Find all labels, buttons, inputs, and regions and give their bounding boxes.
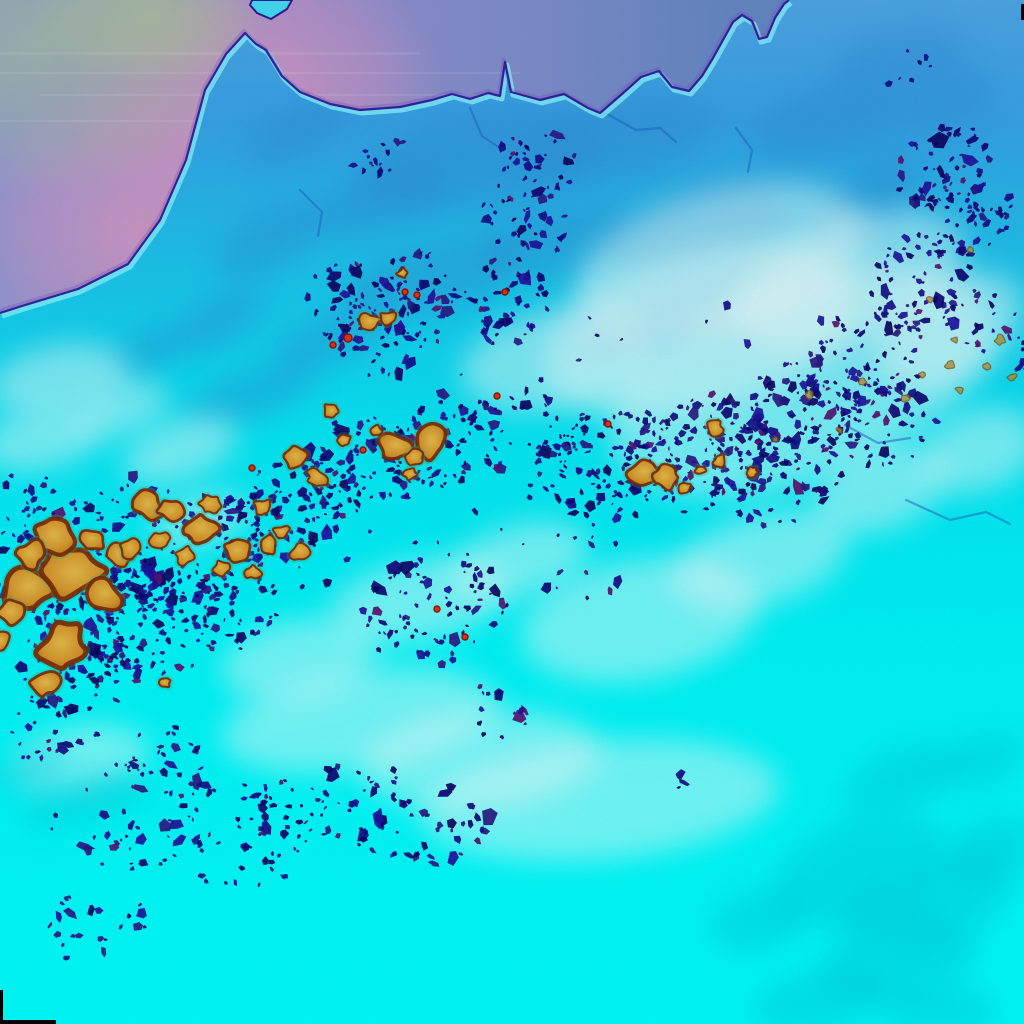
corner-registration-marks (0, 4, 1024, 1024)
